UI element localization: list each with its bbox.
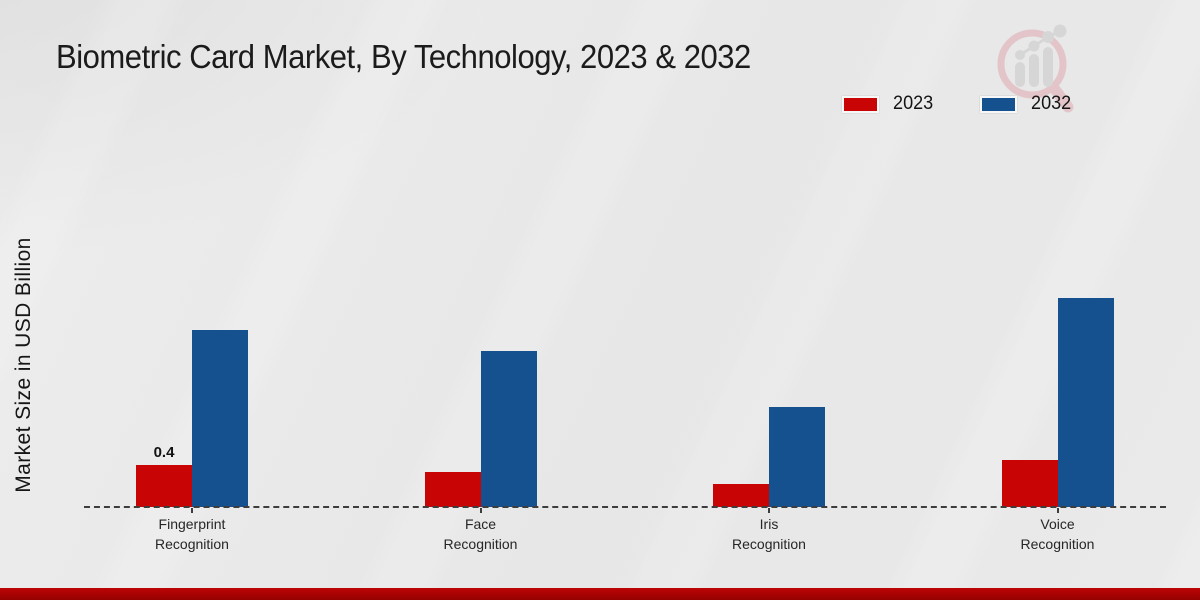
legend-item-2032: 2032 [980,93,1072,115]
x-label-line: Face [464,516,497,532]
mrfr-logo-watermark-icon [997,24,1074,113]
x-tick-iris-recognition [768,508,770,513]
legend-item-2023: 2023 [842,93,934,115]
x-label-line: Recognition [155,536,229,552]
bar-2023-voice-recognition [1001,460,1058,507]
chart-title: Biometric Card Market, By Technology, 20… [56,38,751,75]
x-label-line: Recognition [732,536,806,552]
x-tick-voice-recognition [1056,508,1059,513]
x-tick-fingerprint-recognition [191,508,193,513]
legend: 2023 2032 [842,93,1073,115]
x-label-iris-recognition: Iris Recognition [689,514,849,554]
legend-swatch-2032 [980,95,1018,113]
bar-2023-iris-recognition [713,484,769,507]
x-label-line: Fingerprint [158,516,226,532]
bar-2023-fingerprint-recognition [136,465,192,507]
x-label-line: Recognition [1020,536,1095,552]
x-label-face-recognition: Face Recognition [401,514,561,554]
y-axis-label: Market Size in USD Billion [12,237,35,493]
bar-2032-face-recognition [480,351,537,507]
legend-swatch-2023 [842,95,879,113]
bar-2032-voice-recognition [1057,298,1114,507]
data-label-2023-fingerprint-recognition: 0.4 [153,444,175,461]
x-label-line: Voice [1040,516,1075,532]
legend-label-2032: 2032 [1031,93,1072,114]
bar-2023-face-recognition [424,472,481,507]
legend-label-2023: 2023 [893,93,934,114]
x-label-line: Iris [759,516,779,532]
bar-2032-fingerprint-recognition [192,330,248,507]
x-label-fingerprint-recognition: Fingerprint Recognition [112,514,272,554]
x-axis-baseline [84,506,1166,508]
bar-2032-iris-recognition [769,407,825,507]
footer-accent-bar [0,588,1200,600]
x-tick-face-recognition [479,508,482,513]
x-label-line: Recognition [443,536,518,552]
x-label-voice-recognition: Voice Recognition [978,514,1138,554]
